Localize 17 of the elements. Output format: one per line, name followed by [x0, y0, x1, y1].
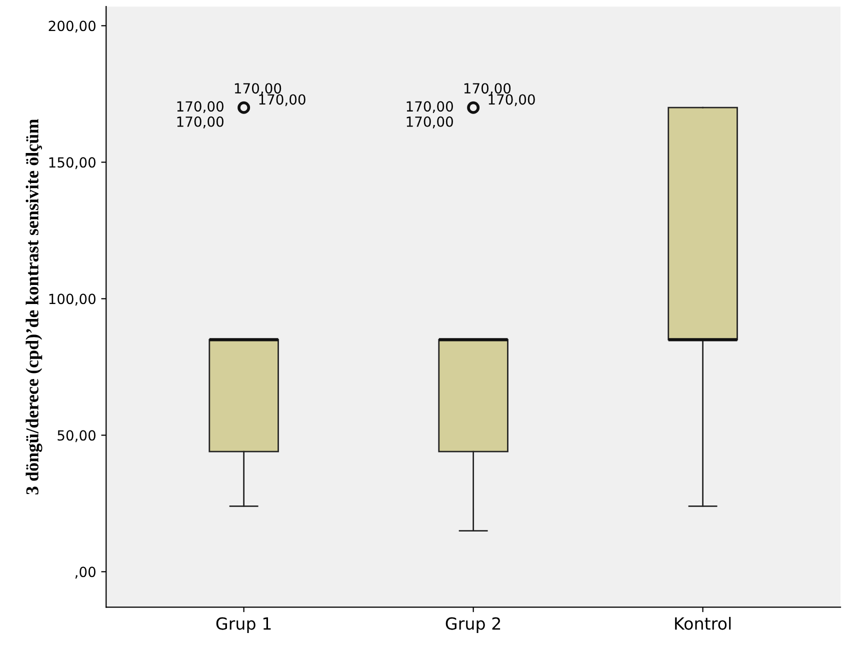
- annotation: 170,00: [406, 116, 453, 128]
- x-tick-label: Grup 2: [446, 617, 500, 634]
- y-tick-label: 100,00: [49, 294, 96, 306]
- annotation: 170,00: [234, 83, 282, 95]
- annotation: 170,00: [464, 83, 511, 95]
- x-tick-label: Kontrol: [675, 616, 731, 630]
- annotation: 170,00: [177, 101, 224, 114]
- y-tick-label: 50,00: [58, 430, 96, 442]
- y-axis-title: 3 döngü/derece (cpd)’de kontrast sensivite ölçüm: [26, 119, 42, 494]
- annotation: 170,00: [488, 94, 535, 106]
- x-tick-label: Grup 1: [216, 617, 271, 634]
- y-tick-label: ,00: [75, 566, 96, 579]
- annotation: 170,00: [177, 116, 224, 128]
- y-tick-label: 150,00: [49, 157, 96, 170]
- y-tick-label: 200,00: [48, 20, 96, 33]
- annotation: 170,00: [406, 101, 453, 114]
- annotation: 170,00: [259, 94, 306, 106]
